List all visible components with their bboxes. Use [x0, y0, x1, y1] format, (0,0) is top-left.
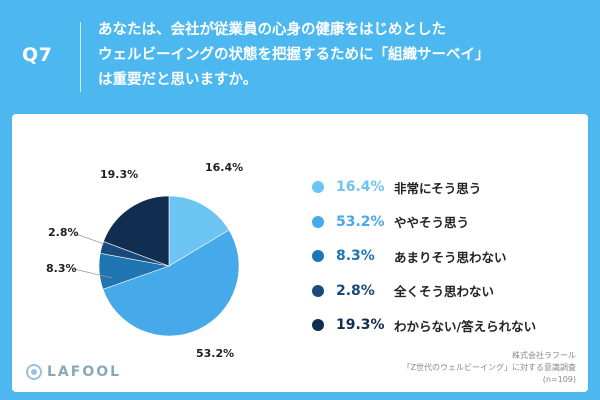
- pct-label-3: 8.3%: [46, 262, 77, 275]
- legend-dot-5: [312, 319, 324, 332]
- legend: 16.4% 非常にそう思う 53.2% ややそう思う 8.3% あまりそう思わな…: [312, 170, 582, 343]
- legend-value-1: 16.4%: [336, 179, 385, 196]
- legend-item-3: 8.3% あまりそう思わない: [312, 239, 582, 274]
- legend-label-4: 全くそう思わない: [394, 284, 495, 300]
- logo-mark-icon: [26, 364, 42, 380]
- source-line-3: (n=109): [542, 375, 576, 384]
- legend-item-2: 53.2% ややそう思う: [312, 205, 582, 240]
- question-header: Q7 あなたは、会社が従業員の心身の健康をはじめとした ウェルビーイングの状態を…: [0, 0, 600, 112]
- question-line-2: ウェルビーイングの状態を把握するために「組織サーベイ」: [98, 47, 490, 63]
- pie-chart: [73, 195, 240, 337]
- question-line-3: は重要だと思いますか。: [98, 72, 258, 88]
- source-note: 株式会社ラフール 「Z世代のウェルビーイング」に対する意識調査 (n=109): [403, 350, 576, 386]
- legend-dot-4: [312, 284, 324, 297]
- pct-label-2: 53.2%: [196, 347, 235, 360]
- legend-item-4: 2.8% 全くそう思わない: [312, 274, 582, 309]
- leader-line-3: [73, 268, 113, 279]
- source-line-2: 「Z世代のウェルビーイング」に対する意識調査: [402, 363, 576, 372]
- pct-label-4: 2.8%: [48, 226, 79, 239]
- legend-label-5: わからない/答えられない: [394, 318, 537, 334]
- chart-panel: 16.4% 53.2% 8.3% 2.8% 19.3% 16.4% 非常にそう思…: [12, 114, 588, 392]
- legend-value-3: 8.3%: [336, 248, 375, 265]
- legend-item-1: 16.4% 非常にそう思う: [312, 170, 582, 205]
- header-divider: [80, 22, 81, 92]
- pie-slice-5: [103, 195, 170, 267]
- legend-dot-3: [312, 250, 324, 263]
- company-logo: LAFOOL: [26, 364, 121, 380]
- pie-slice-2: [102, 229, 240, 337]
- question-text: あなたは、会社が従業員の心身の健康をはじめとした ウェルビーイングの状態を把握す…: [98, 18, 588, 93]
- pct-label-5: 19.3%: [100, 168, 139, 181]
- legend-value-2: 53.2%: [336, 213, 385, 230]
- pie-slice-1: [168, 195, 230, 267]
- leader-line-4: [75, 233, 105, 245]
- legend-label-3: あまりそう思わない: [394, 249, 507, 265]
- legend-label-2: ややそう思う: [394, 215, 470, 231]
- pct-label-1: 16.4%: [205, 161, 244, 174]
- legend-value-5: 19.3%: [336, 317, 385, 334]
- legend-item-5: 19.3% わからない/答えられない: [312, 308, 582, 343]
- question-line-1: あなたは、会社が従業員の心身の健康をはじめとした: [98, 22, 446, 38]
- source-line-1: 株式会社ラフール: [512, 351, 576, 360]
- legend-dot-2: [312, 215, 324, 228]
- legend-dot-1: [312, 181, 324, 194]
- legend-label-1: 非常にそう思う: [394, 180, 482, 196]
- logo-text: LAFOOL: [47, 364, 122, 380]
- question-number: Q7: [22, 44, 53, 66]
- legend-value-4: 2.8%: [336, 282, 375, 299]
